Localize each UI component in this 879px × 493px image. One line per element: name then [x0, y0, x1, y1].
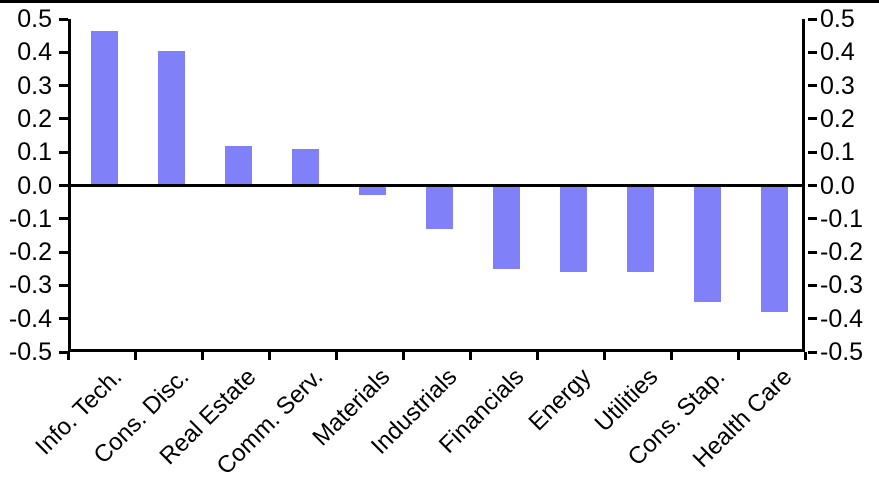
y-tick-label-right: 0.1	[820, 138, 855, 167]
x-tick	[736, 352, 740, 360]
y-tick-right	[808, 150, 817, 154]
y-tick-right	[808, 250, 817, 254]
bar-materials	[359, 185, 386, 196]
bar-cons-stap	[694, 185, 721, 303]
y-tick-label-right: 0.2	[820, 104, 855, 133]
bar-utilities	[627, 185, 654, 273]
y-tick-label-left: -0.2	[8, 238, 52, 267]
x-tick	[535, 352, 539, 360]
y-tick-left	[59, 117, 68, 121]
y-tick-right	[808, 217, 817, 221]
bar-financials	[493, 185, 520, 269]
x-tick	[267, 352, 271, 360]
y-tick-label-right: -0.5	[820, 338, 864, 366]
y-tick-label-right: -0.2	[820, 238, 864, 267]
bar-health-care	[761, 185, 788, 313]
y-tick-left	[59, 17, 68, 21]
y-tick-label-right: 0.4	[820, 38, 855, 67]
y-tick-left	[59, 350, 68, 354]
y-tick-label-left: -0.5	[8, 338, 52, 366]
y-tick-label-left: 0.4	[17, 38, 52, 67]
y-tick-label-left: -0.1	[8, 204, 52, 233]
y-tick-left	[59, 250, 68, 254]
y-tick-right	[808, 184, 817, 187]
y-tick-right	[808, 84, 817, 88]
x-tick	[468, 352, 472, 360]
y-tick-label-right: -0.1	[820, 204, 864, 233]
y-tick-right	[808, 17, 817, 21]
top-border-line	[0, 0, 879, 3]
y-tick-label-left: 0.3	[17, 71, 52, 100]
y-tick-left	[59, 84, 68, 88]
y-tick-right	[808, 117, 817, 121]
y-tick-left	[59, 283, 68, 287]
y-tick-left	[59, 50, 68, 54]
y-tick-left	[59, 150, 68, 154]
category-label-info-tech: Info. Tech.	[29, 363, 127, 461]
y-tick-label-right: 0.5	[820, 5, 855, 33]
bar-cons-disc	[158, 50, 185, 186]
y-tick-label-left: 0.2	[17, 104, 52, 133]
x-tick	[401, 352, 405, 360]
x-tick	[602, 352, 606, 360]
y-tick-label-right: -0.4	[820, 304, 864, 333]
bar-energy	[560, 185, 587, 273]
y-tick-right	[808, 283, 817, 287]
y-tick-left	[59, 184, 68, 187]
y-tick-label-left: 0.0	[17, 171, 52, 200]
y-tick-label-right: 0.3	[820, 71, 855, 100]
x-tick	[803, 352, 807, 360]
y-tick-left	[59, 217, 68, 221]
bar-industrials	[426, 185, 453, 229]
y-tick-label-right: 0.0	[820, 171, 855, 200]
x-tick	[66, 352, 70, 360]
bar-real-estate	[225, 145, 252, 186]
x-tick	[669, 352, 673, 360]
x-tick	[200, 352, 204, 360]
y-tick-right	[808, 50, 817, 54]
y-tick-label-left: 0.5	[17, 5, 52, 33]
y-tick-left	[59, 317, 68, 321]
bar-comm-serv	[292, 148, 319, 186]
bar-info-tech	[91, 30, 118, 186]
x-tick	[133, 352, 137, 360]
y-tick-label-left: -0.4	[8, 304, 52, 333]
y-tick-label-left: 0.1	[17, 138, 52, 167]
x-tick	[334, 352, 338, 360]
zero-axis-line	[71, 184, 802, 187]
y-tick-label-right: -0.3	[820, 271, 864, 300]
y-tick-label-left: -0.3	[8, 271, 52, 300]
y-tick-right	[808, 350, 817, 354]
plot-area	[68, 19, 805, 352]
y-tick-right	[808, 317, 817, 321]
